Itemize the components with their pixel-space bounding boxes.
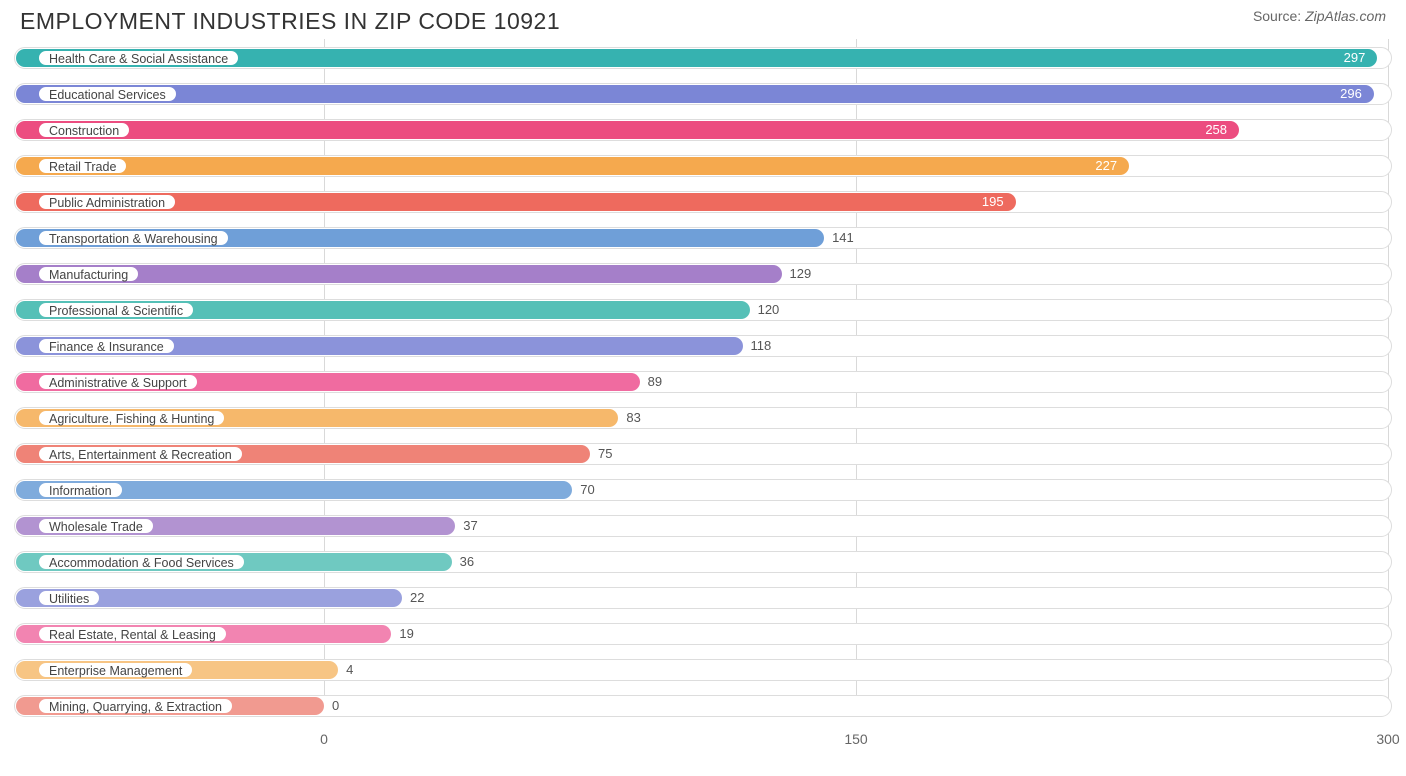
bar-row: Administrative & Support 89: [14, 369, 1392, 395]
bar-value: 37: [455, 518, 477, 534]
bar-value: 22: [402, 590, 424, 606]
bar-row: Wholesale Trade 37: [14, 513, 1392, 539]
bar-row: Manufacturing 129: [14, 261, 1392, 287]
bar-row: Public Administration195: [14, 189, 1392, 215]
bar-row: Finance & Insurance 118: [14, 333, 1392, 359]
chart-source: Source: ZipAtlas.com: [1253, 8, 1386, 24]
bar-label: Accommodation & Food Services: [38, 554, 245, 570]
bar-label: Mining, Quarrying, & Extraction: [38, 698, 233, 714]
bar-row: Health Care & Social Assistance297: [14, 45, 1392, 71]
bar-label: Utilities: [38, 590, 100, 606]
chart-area: Health Care & Social Assistance297 Educat…: [0, 39, 1406, 719]
bar-value: 89: [640, 374, 662, 390]
bar-label: Professional & Scientific: [38, 302, 194, 318]
bar-label: Administrative & Support: [38, 374, 198, 390]
x-tick-label: 300: [1376, 731, 1399, 747]
x-tick-label: 0: [320, 731, 328, 747]
bar-value: 0: [324, 698, 339, 714]
bar-row: Accommodation & Food Services 36: [14, 549, 1392, 575]
bar-row: Utilities 22: [14, 585, 1392, 611]
x-tick-label: 150: [844, 731, 867, 747]
x-axis: 0150300: [14, 729, 1392, 753]
bar-label: Real Estate, Rental & Leasing: [38, 626, 227, 642]
bar-value: 75: [590, 446, 612, 462]
bar-row: Real Estate, Rental & Leasing 19: [14, 621, 1392, 647]
bar-value: 36: [452, 554, 474, 570]
bar-value: 195: [14, 194, 1014, 210]
bar-row: Retail Trade227: [14, 153, 1392, 179]
bar-row: Professional & Scientific 120: [14, 297, 1392, 323]
bar-value: 296: [14, 86, 1372, 102]
bar-value: 141: [824, 230, 854, 246]
bar-value: 258: [14, 122, 1237, 138]
bar-label: Manufacturing: [38, 266, 139, 282]
source-label: Source:: [1253, 8, 1301, 24]
bar-row: Enterprise Management 4: [14, 657, 1392, 683]
bar-label: Agriculture, Fishing & Hunting: [38, 410, 225, 426]
bar-value: 120: [750, 302, 780, 318]
bar-row: Mining, Quarrying, & Extraction 0: [14, 693, 1392, 719]
bar-value: 83: [618, 410, 640, 426]
source-value: ZipAtlas.com: [1305, 8, 1386, 24]
bar-row: Transportation & Warehousing 141: [14, 225, 1392, 251]
bar-label: Wholesale Trade: [38, 518, 154, 534]
bar-value: 227: [14, 158, 1127, 174]
bar-row: Information 70: [14, 477, 1392, 503]
bar-row: Agriculture, Fishing & Hunting 83: [14, 405, 1392, 431]
chart-title: EMPLOYMENT INDUSTRIES IN ZIP CODE 10921: [20, 8, 560, 35]
bar-value: 297: [14, 50, 1375, 66]
bar-list: Health Care & Social Assistance297 Educat…: [14, 45, 1392, 719]
bar-row: Arts, Entertainment & Recreation 75: [14, 441, 1392, 467]
bar-value: 70: [572, 482, 594, 498]
bar-label: Arts, Entertainment & Recreation: [38, 446, 243, 462]
bar-value: 19: [391, 626, 413, 642]
bar-value: 118: [743, 338, 772, 354]
bar-label: Information: [38, 482, 123, 498]
bar-label: Transportation & Warehousing: [38, 230, 229, 246]
bar-label: Finance & Insurance: [38, 338, 175, 354]
bar-row: Educational Services296: [14, 81, 1392, 107]
bar-row: Construction258: [14, 117, 1392, 143]
bar-label: Enterprise Management: [38, 662, 193, 678]
bar-value: 129: [782, 266, 812, 282]
bar-value: 4: [338, 662, 353, 678]
